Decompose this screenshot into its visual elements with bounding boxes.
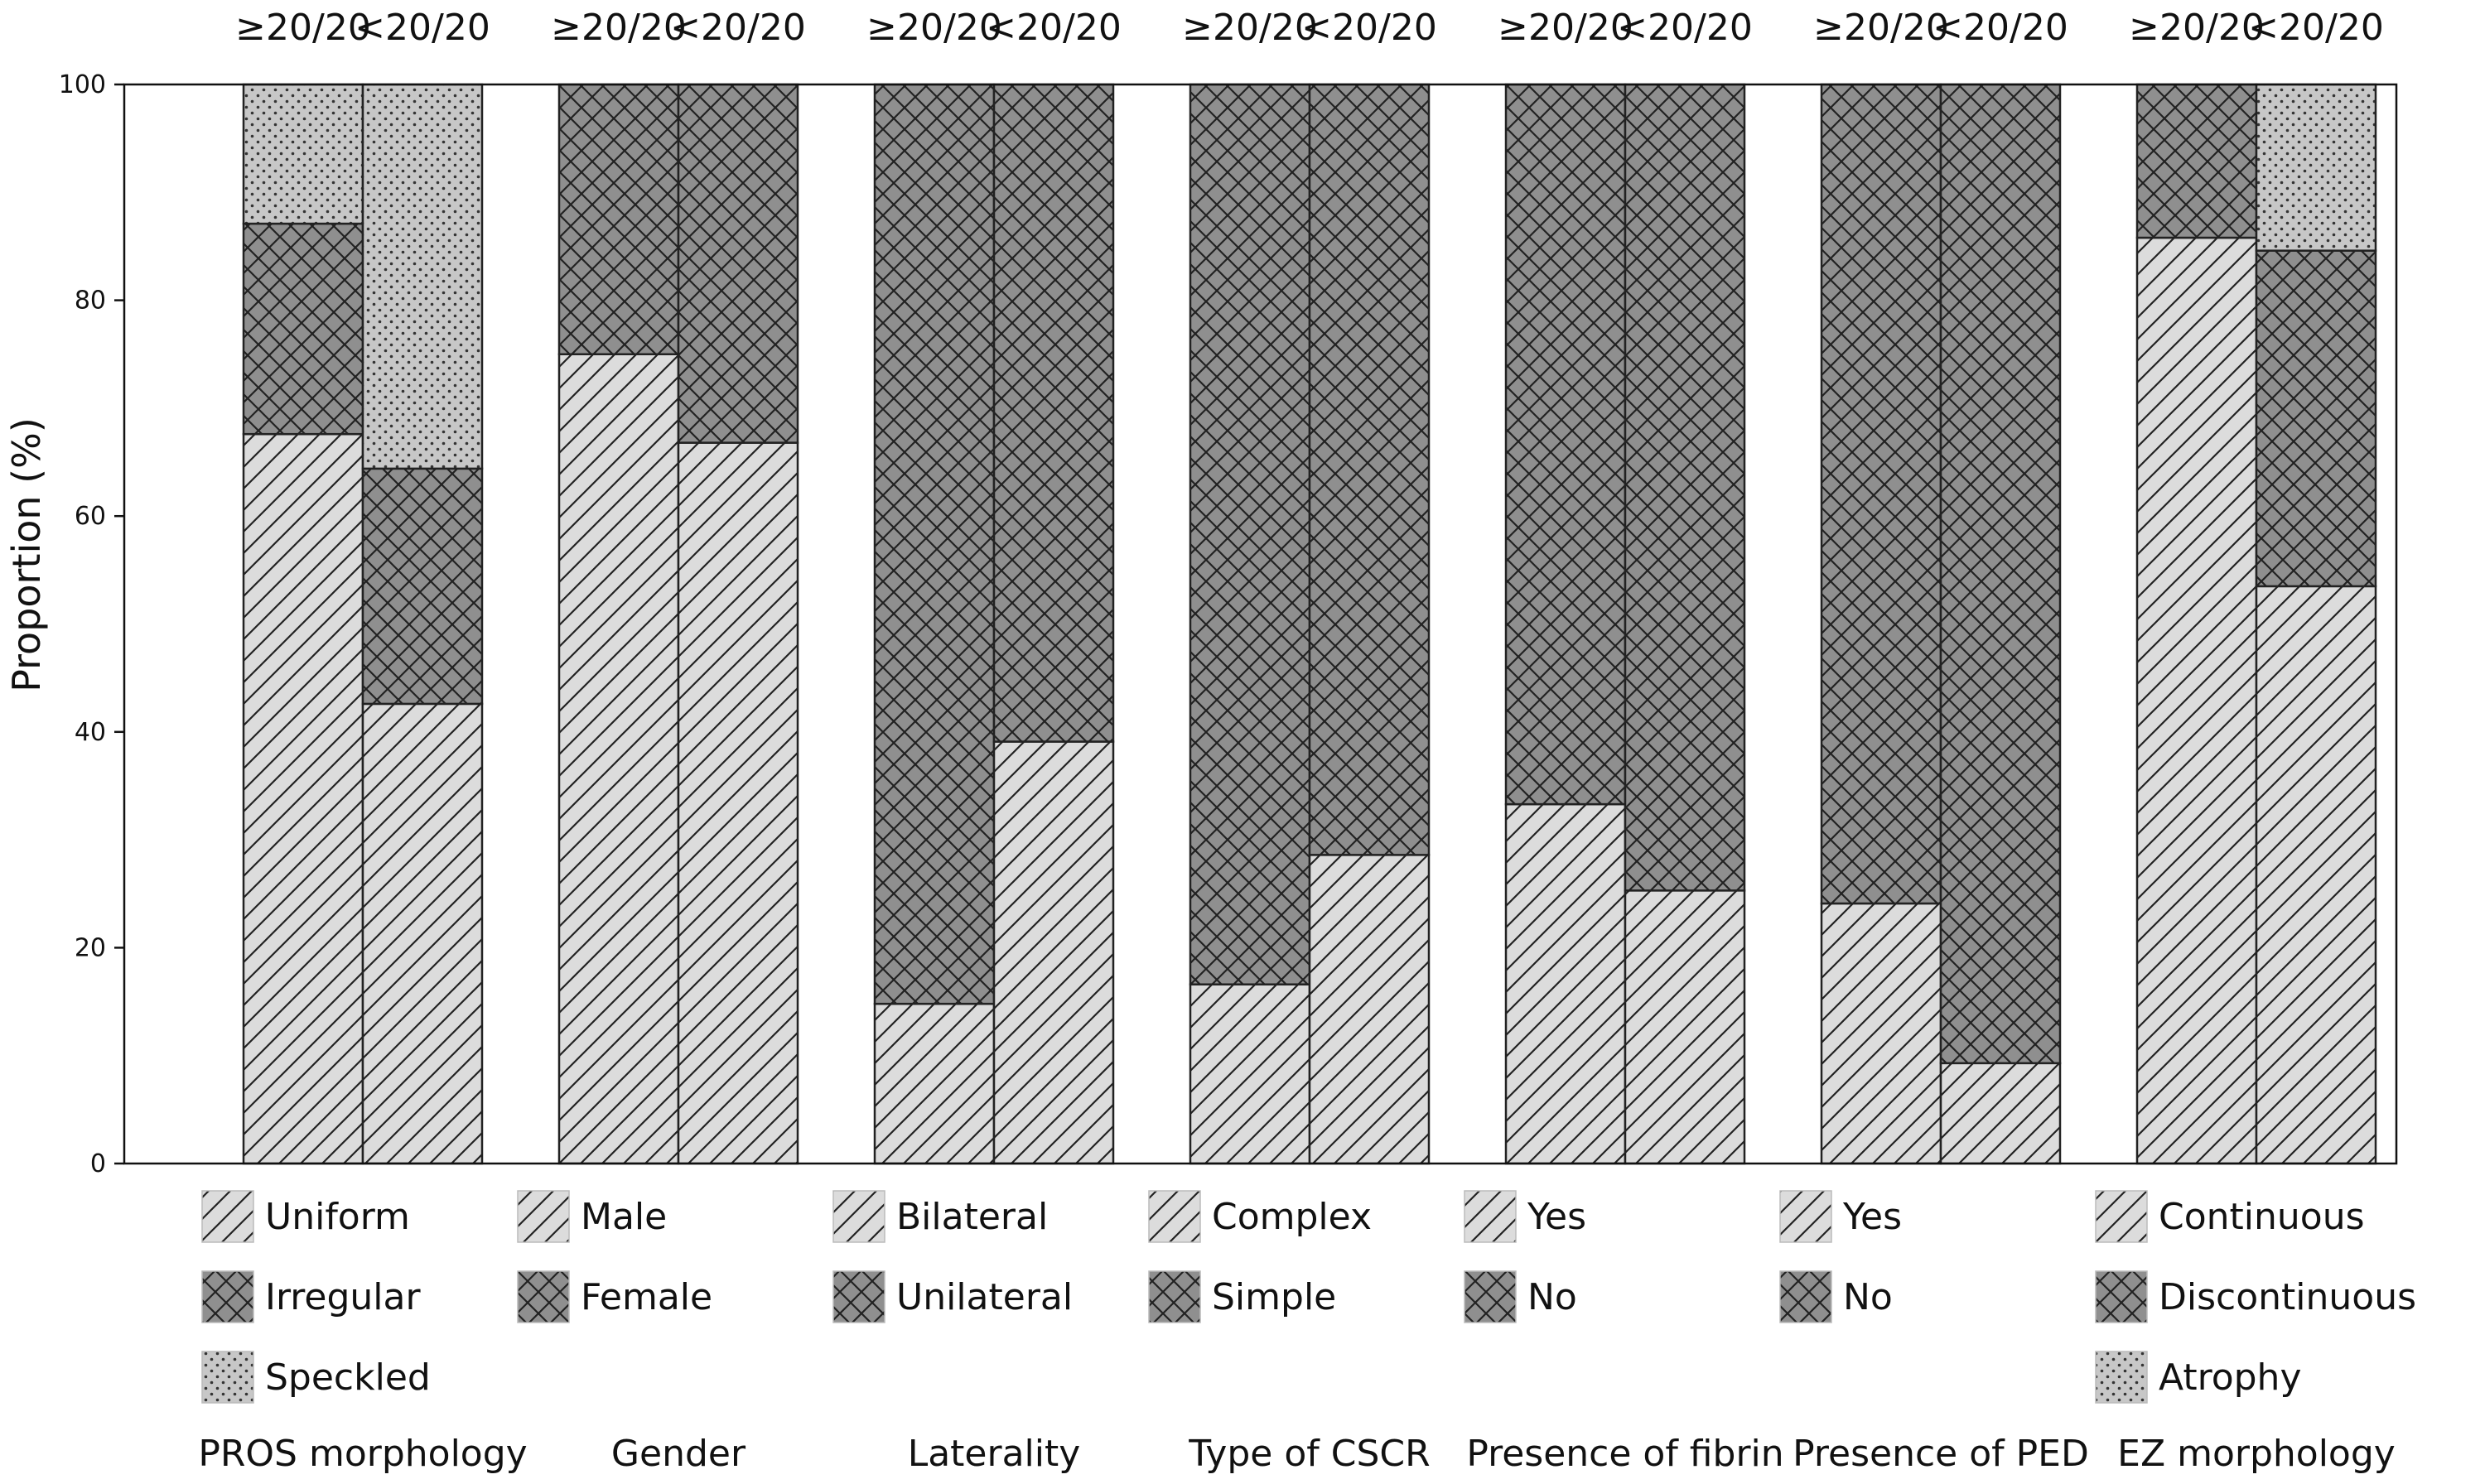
bar-segment-speckled [242,83,364,225]
group-title: Laterality [908,1433,1081,1475]
bar-segment-unilateral [992,83,1115,743]
bar-header-labels: ≥20/20<20/20 ≥20/20<20/20 ≥20/20<20/20 ≥20/… [235,7,2384,49]
bar-segment-simple [1308,83,1431,856]
bar-segment-female [677,83,799,444]
legend-label: Bilateral [896,1196,1048,1238]
bar-header-label: <20/20 [355,7,490,49]
legend-label: Complex [1212,1196,1372,1238]
legend-swatch-simple [1148,1270,1201,1323]
plot-area [242,83,2377,1165]
bar-header-label: <20/20 [1617,7,1753,49]
legend-label: No [1843,1276,1893,1318]
legend-label: Speckled [265,1356,431,1399]
bar-segment-uniform [361,702,484,1165]
legend-swatch-bilateral [832,1190,885,1243]
bar-header-label: ≥20/20 [1498,7,1633,49]
bar-segment-irregular [361,467,484,706]
legend-swatch-no [1779,1270,1832,1323]
group-title: Presence of PED [1793,1433,2089,1475]
bar-segment-atrophy [2255,83,2377,252]
bar-segment-no [1504,83,1627,806]
legend-swatch-no [1464,1270,1517,1323]
y-tick-label: 100 [59,70,106,99]
y-tick-label: 0 [90,1149,106,1178]
bar-segment-yes [1504,802,1627,1165]
legend-swatch-yes [1464,1190,1517,1243]
y-tick-label: 60 [75,502,106,531]
legend-label: Female [581,1276,712,1318]
group-title: EZ morphology [2117,1433,2396,1475]
group-title: Type of CSCR [1188,1433,1430,1475]
legend-label: No [1527,1276,1577,1318]
legend-swatch-uniform [201,1190,254,1243]
bar-segment-yes [1624,889,1746,1165]
bar-segment-unilateral [873,83,996,1005]
bar-segment-continuous [2135,236,2258,1165]
bar-header-label: ≥20/20 [1813,7,1949,49]
legend-swatch-yes [1779,1190,1832,1243]
bar-segment-no [1624,83,1746,892]
legend-swatch-unilateral [832,1270,885,1323]
bar-segment-complex [1308,854,1431,1165]
legend-swatch-female [517,1270,570,1323]
bar-segment-complex [1189,983,1311,1165]
group-title: Presence of fibrin [1466,1433,1783,1475]
y-tick-label: 40 [75,718,106,747]
bar-header-label: ≥20/20 [235,7,371,49]
bar-header-label: ≥20/20 [866,7,1002,49]
plot-frame [123,83,2398,1165]
bar-header-label: <20/20 [986,7,1122,49]
legend-swatch-irregular [201,1270,254,1323]
bar-segment-male [557,353,680,1165]
bar-header-label: <20/20 [1301,7,1437,49]
bar-segment-bilateral [873,1002,996,1165]
bar-header-label: ≥20/20 [551,7,687,49]
legend-label: Simple [1212,1276,1336,1318]
bar-segment-simple [1189,83,1311,985]
legend-swatch-speckled [201,1351,254,1404]
legend-label: Yes [1527,1196,1586,1238]
group-title: Gender [611,1433,746,1475]
legend-label: Continuous [2159,1196,2365,1238]
legend-label: Yes [1842,1196,1902,1238]
bar-segment-uniform [242,432,364,1165]
bar-segment-irregular [242,222,364,436]
legend: Uniform Irregular Speckled PROS morphology M… [198,1190,2416,1475]
legend-swatch-discontinuous [2095,1270,2148,1323]
y-tick-label: 20 [75,933,106,962]
bar-header-label: <20/20 [2248,7,2384,49]
legend-label: Discontinuous [2159,1276,2416,1318]
bar-segment-discontinuous [2135,83,2258,239]
legend-swatch-male [517,1190,570,1243]
group-title: PROS morphology [198,1433,527,1475]
bar-segment-yes [1939,1062,2062,1165]
bar-segment-discontinuous [2255,249,2377,588]
bar-segment-bilateral [992,740,1115,1165]
bar-segment-female [557,83,680,355]
legend-swatch-continuous [2095,1190,2148,1243]
legend-label: Unilateral [896,1276,1073,1318]
bar-segment-speckled [361,83,484,470]
bar-header-label: <20/20 [1933,7,2068,49]
legend-label: Male [581,1196,667,1238]
y-tick-label: 80 [75,287,106,316]
legend-label: Irregular [265,1276,421,1318]
bar-segment-yes [1820,902,1942,1165]
bar-segment-no [1820,83,1942,905]
bar-segment-male [677,441,799,1165]
y-axis: 0 20 40 60 80 100 [59,70,2398,1178]
bar-header-label: <20/20 [670,7,806,49]
bar-header-label: ≥20/20 [1182,7,1318,49]
bar-header-label: ≥20/20 [2129,7,2265,49]
legend-label: Uniform [265,1196,410,1238]
y-axis-title: Proportion (%) [4,417,49,692]
legend-label: Atrophy [2159,1356,2301,1399]
bar-segment-no [1939,83,2062,1065]
bar-segment-continuous [2255,585,2377,1165]
legend-swatch-atrophy [2095,1351,2148,1404]
legend-swatch-complex [1148,1190,1201,1243]
